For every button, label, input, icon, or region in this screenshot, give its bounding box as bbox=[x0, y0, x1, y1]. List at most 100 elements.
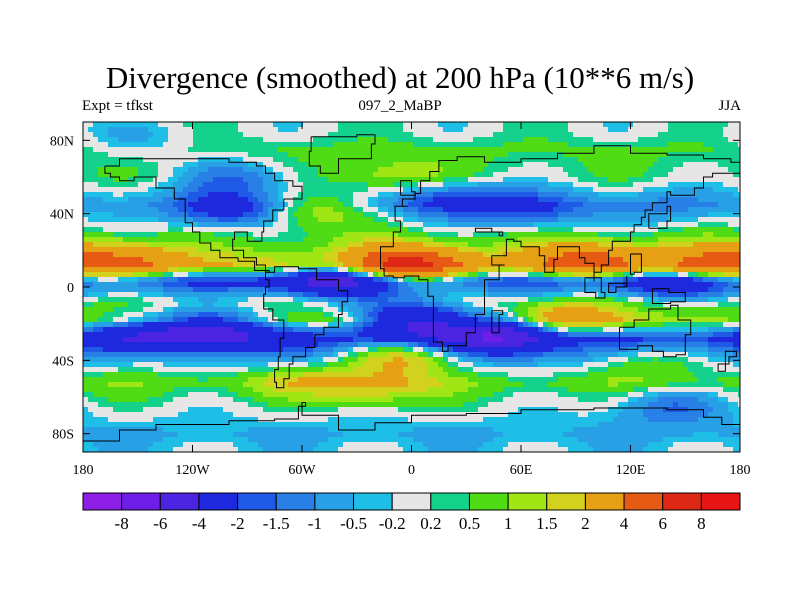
field-cell bbox=[583, 292, 589, 298]
field-cell bbox=[608, 302, 614, 308]
field-cell bbox=[373, 187, 379, 193]
field-cell bbox=[298, 232, 304, 238]
field-cell bbox=[693, 287, 699, 293]
field-cell bbox=[503, 167, 509, 173]
field-cell bbox=[428, 217, 434, 223]
field-cell bbox=[358, 302, 364, 308]
field-cell bbox=[363, 297, 369, 303]
field-cell bbox=[463, 247, 469, 253]
field-cell bbox=[318, 212, 324, 218]
field-cell bbox=[208, 307, 214, 313]
field-cell bbox=[483, 147, 489, 153]
field-cell bbox=[653, 177, 659, 183]
field-cell bbox=[583, 227, 589, 233]
field-cell bbox=[553, 187, 559, 193]
field-cell bbox=[113, 167, 119, 173]
field-cell bbox=[478, 227, 484, 233]
field-cell bbox=[483, 242, 489, 248]
field-cell bbox=[298, 262, 304, 268]
field-cell bbox=[263, 222, 269, 228]
field-cell bbox=[293, 242, 299, 248]
field-cell bbox=[483, 267, 489, 273]
field-cell bbox=[558, 177, 564, 183]
field-cell bbox=[353, 262, 359, 268]
field-cell bbox=[203, 152, 209, 158]
field-cell bbox=[468, 217, 474, 223]
field-cell bbox=[708, 277, 714, 283]
field-cell bbox=[153, 282, 159, 288]
field-cell bbox=[433, 142, 439, 148]
field-cell bbox=[233, 207, 239, 213]
field-cell bbox=[308, 297, 314, 303]
field-cell bbox=[118, 302, 124, 308]
field-cell bbox=[633, 272, 639, 278]
field-cell bbox=[268, 242, 274, 248]
field-cell bbox=[658, 232, 664, 238]
field-cell bbox=[298, 297, 304, 303]
field-cell bbox=[273, 277, 279, 283]
field-cell bbox=[518, 237, 524, 243]
field-cell bbox=[403, 277, 409, 283]
field-cell bbox=[158, 147, 164, 153]
field-cell bbox=[528, 307, 534, 313]
field-cell bbox=[183, 192, 189, 198]
field-cell bbox=[738, 127, 740, 133]
field-cell bbox=[243, 262, 249, 268]
field-cell bbox=[353, 302, 359, 308]
field-cell bbox=[188, 282, 194, 288]
field-cell bbox=[488, 127, 494, 133]
field-cell bbox=[433, 162, 439, 168]
field-cell bbox=[663, 242, 669, 248]
field-cell bbox=[358, 147, 364, 153]
field-cell bbox=[633, 237, 639, 243]
field-cell bbox=[193, 142, 199, 148]
field-cell bbox=[468, 172, 474, 178]
field-cell bbox=[88, 272, 94, 278]
field-cell bbox=[418, 167, 424, 173]
field-cell bbox=[113, 147, 119, 153]
field-cell bbox=[208, 232, 214, 238]
field-cell bbox=[693, 172, 699, 178]
field-cell bbox=[493, 272, 499, 278]
field-cell bbox=[103, 307, 109, 313]
field-cell bbox=[193, 267, 199, 273]
field-cell bbox=[663, 167, 669, 173]
field-cell bbox=[343, 292, 349, 298]
field-cell bbox=[578, 297, 584, 303]
field-cell bbox=[278, 277, 284, 283]
field-cell bbox=[658, 207, 664, 213]
field-cell bbox=[133, 202, 139, 208]
field-cell bbox=[398, 252, 404, 258]
field-cell bbox=[168, 142, 174, 148]
field-cell bbox=[518, 192, 524, 198]
field-cell bbox=[208, 252, 214, 258]
field-cell bbox=[373, 177, 379, 183]
field-cell bbox=[123, 157, 129, 163]
field-cell bbox=[618, 157, 624, 163]
field-cell bbox=[568, 302, 574, 308]
field-cell bbox=[423, 187, 429, 193]
field-cell bbox=[128, 307, 134, 313]
field-cell bbox=[213, 122, 219, 128]
field-cell bbox=[443, 217, 449, 223]
field-cell bbox=[618, 187, 624, 193]
field-cell bbox=[543, 167, 549, 173]
field-cell bbox=[588, 147, 594, 153]
field-cell bbox=[493, 172, 499, 178]
field-cell bbox=[368, 162, 374, 168]
field-cell bbox=[703, 142, 709, 148]
field-cell bbox=[268, 307, 274, 313]
field-cell bbox=[593, 227, 599, 233]
field-cell bbox=[378, 177, 384, 183]
field-cell bbox=[503, 297, 509, 303]
field-cell bbox=[443, 197, 449, 203]
field-cell bbox=[303, 162, 309, 168]
field-cell bbox=[193, 197, 199, 203]
field-cell bbox=[548, 197, 554, 203]
field-cell bbox=[373, 277, 379, 283]
field-cell bbox=[273, 262, 279, 268]
field-cell bbox=[313, 267, 319, 273]
field-cell bbox=[273, 307, 279, 313]
field-cell bbox=[668, 262, 674, 268]
field-cell bbox=[373, 142, 379, 148]
